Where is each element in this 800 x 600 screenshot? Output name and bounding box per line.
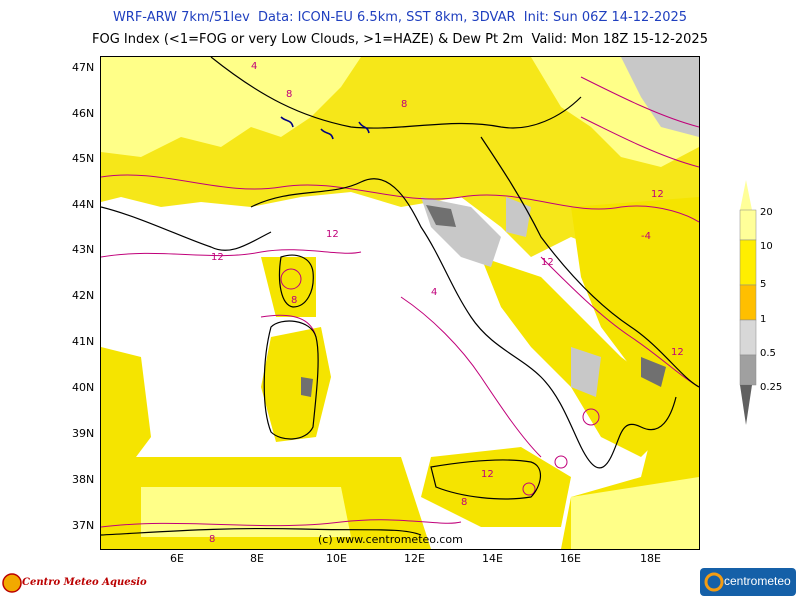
- alpine-lakes: [280, 116, 370, 140]
- legend-label-10: 10: [760, 241, 773, 252]
- dewpoint-contours: [100, 76, 700, 528]
- lat-label-44: 44N: [72, 198, 95, 211]
- legend-label-0-5: 0.5: [760, 348, 776, 359]
- contour-label: 12: [671, 347, 684, 358]
- contour-label: 12: [481, 469, 494, 480]
- contour-label: 12: [541, 257, 554, 268]
- coastlines: [100, 56, 700, 536]
- contour-label: 8: [401, 99, 407, 110]
- lon-label-18e: 18E: [640, 552, 661, 565]
- lon-label-12e: 12E: [404, 552, 425, 565]
- lat-label-45: 45N: [72, 152, 95, 165]
- fog-area-calabria: [571, 347, 601, 397]
- haze-area-libya-light: [571, 477, 699, 549]
- lat-label-47: 47N: [72, 61, 95, 74]
- fog-area-sardinia: [301, 377, 313, 397]
- haze-area-corsica: [261, 257, 316, 317]
- model-title: WRF-ARW 7km/51lev Data: ICON-EU 6.5km, S…: [112, 10, 688, 25]
- contour-label: 8: [461, 497, 467, 508]
- legend-label-1: 1: [760, 314, 767, 325]
- lat-label-41: 41N: [72, 335, 95, 348]
- lat-label-40: 40N: [72, 381, 95, 394]
- centro-meteo-aquesio-logo: [2, 570, 162, 596]
- lon-label-16e: 16E: [560, 552, 581, 565]
- legend-band-05: [739, 354, 757, 386]
- legend-band-1: [739, 319, 757, 356]
- contour-label: 4: [431, 287, 437, 298]
- color-legend: [738, 180, 798, 430]
- left-logo-text: Centro Meteo Aquesio: [22, 577, 147, 588]
- lat-label-39: 39N: [72, 427, 95, 440]
- lon-label-8e: 8E: [250, 552, 264, 565]
- contour-label: 12: [211, 252, 224, 263]
- haze-area-light-north: [101, 57, 361, 157]
- fog-area-apennines-dark: [426, 205, 456, 227]
- copyright-text: (c) www.centrometeo.com: [318, 533, 463, 546]
- contour-label: 4: [251, 61, 257, 72]
- legend-label-5: 5: [760, 279, 767, 290]
- contour-label: 12: [326, 229, 339, 240]
- centrometeo-logo: [700, 568, 796, 596]
- fog-area-apulia: [641, 357, 666, 387]
- lat-label-38: 38N: [72, 473, 95, 486]
- legend-bottom-arrow: [740, 385, 752, 425]
- legend-band-10: [739, 239, 757, 286]
- product-title: FOG Index (<1=FOG or very Low Clouds, >1…: [92, 32, 708, 47]
- haze-area-sicily: [421, 447, 571, 527]
- contour-label: 8: [291, 295, 297, 306]
- haze-area-sardinia: [261, 327, 331, 442]
- legend-label-0-25: 0.25: [760, 382, 783, 393]
- haze-area-tunisia-light: [141, 487, 351, 537]
- haze-area-west: [101, 347, 151, 477]
- lat-label-46: 46N: [72, 107, 95, 120]
- lon-label-10e: 10E: [326, 552, 347, 565]
- contour-label: 8: [209, 534, 215, 545]
- haze-area-adriatic-east: [571, 197, 699, 417]
- lon-label-6e: 6E: [170, 552, 184, 565]
- legend-band-20: [739, 209, 757, 241]
- contour-label: -4: [641, 231, 651, 242]
- lat-label-43: 43N: [72, 243, 95, 256]
- right-logo-text: centrometeo: [724, 574, 791, 588]
- fog-index-map: 12 12 12 12 12 12 8 8 8 8 4 4 8 -4: [100, 56, 700, 550]
- contour-label: 12: [651, 189, 664, 200]
- lat-label-37: 37N: [72, 519, 95, 532]
- legend-label-20: 20: [760, 207, 773, 218]
- legend-band-5: [739, 284, 757, 321]
- lat-label-42: 42N: [72, 289, 95, 302]
- contour-label: 8: [286, 89, 292, 100]
- fog-area-balkans-grey: [621, 57, 699, 137]
- lon-label-14e: 14E: [482, 552, 503, 565]
- legend-top-arrow: [740, 180, 752, 210]
